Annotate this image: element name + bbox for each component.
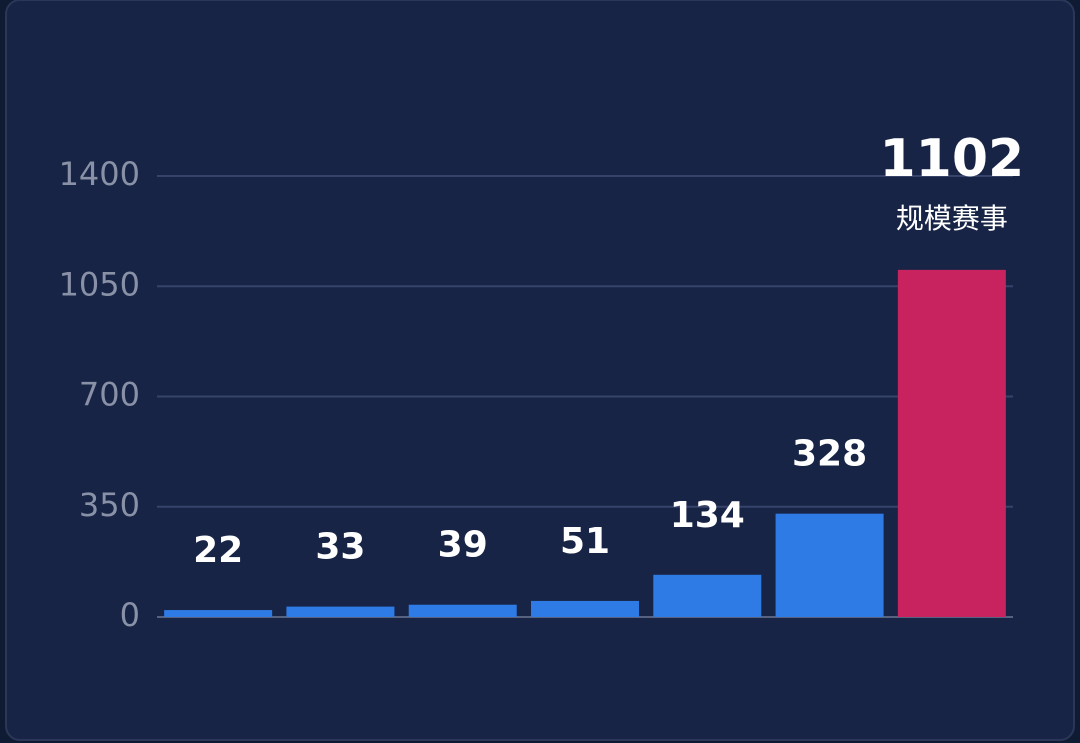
bar [775, 513, 884, 617]
y-tick-label: 1050 [59, 265, 140, 303]
bar [164, 610, 273, 617]
value-label: 33 [315, 527, 365, 568]
y-tick-label: 700 [79, 376, 140, 414]
value-label: 328 [792, 434, 867, 475]
value-label: 22 [193, 530, 243, 571]
bar [531, 600, 639, 617]
value-label: 134 [670, 495, 745, 536]
bar [653, 574, 762, 617]
value-label: 1102 [879, 129, 1024, 189]
bar [897, 269, 1006, 617]
bar [408, 604, 517, 617]
annotation: 规模赛事 [896, 202, 1008, 235]
y-tick-label: 1400 [59, 155, 140, 193]
bar [286, 606, 395, 617]
value-label: 39 [438, 525, 488, 566]
y-tick-label: 0 [120, 596, 140, 634]
y-tick-label: 350 [79, 486, 140, 524]
value-label: 51 [560, 521, 610, 562]
